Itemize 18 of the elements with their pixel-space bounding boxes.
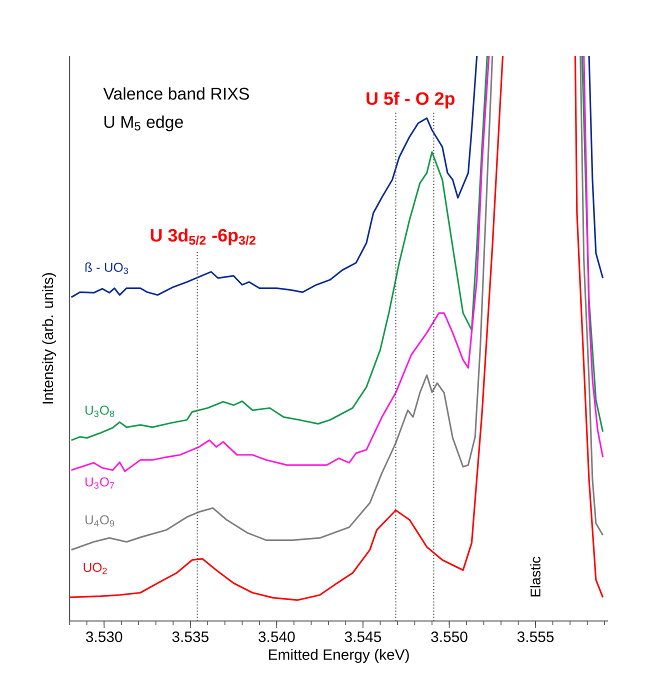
x-tick-label: 3.555 [517,632,554,642]
text: Valence band RIXS [103,87,249,100]
x-tick-label: 3.545 [344,632,382,642]
x-axis-title: Emitted Energy (keV) [269,648,409,663]
text: U M$_{5}$ edge [104,116,183,132]
series-label: U$_{3}$O$_{7}$ [86,477,114,489]
x-tick-label: 3.535 [172,632,208,642]
text: U 3d$_{5/2}$ -6p$_{3/2}$ [150,228,256,246]
x-tick-label: 3.540 [258,632,295,642]
annotation: U 5f - O 2p [366,92,454,108]
series-label: UO$_{2}$ [84,562,107,574]
series-label: U$_{3}$O$_{8}$ [86,406,114,418]
x-tick-label: 3.530 [86,632,122,642]
y-axis-title: Intensity (arb. units) [42,273,56,404]
annotation: Elastic [530,556,540,596]
x-tick-label: 3.550 [431,632,468,642]
series-label: ß - UO$_{3}$ [85,262,128,274]
series-label: U$_{4}$O$_{9}$ [86,515,114,527]
